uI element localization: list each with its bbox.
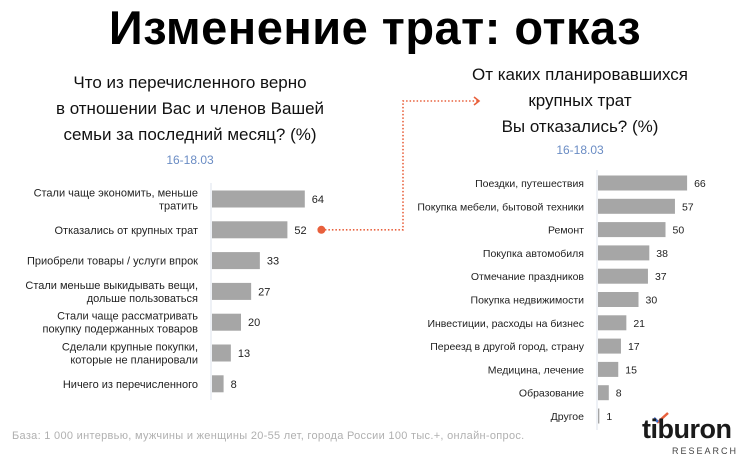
bar (212, 252, 260, 270)
value-label: 50 (673, 225, 685, 237)
bar (598, 385, 609, 401)
category-label: Покупка недвижимости (471, 295, 585, 307)
value-label: 21 (633, 318, 645, 330)
category-label: Стали чаще рассматривать (57, 311, 198, 323)
value-label: 15 (625, 364, 637, 376)
footnote: База: 1 000 интервью, мужчины и женщины … (12, 430, 525, 442)
logo-wordmark: tiburon (642, 414, 732, 444)
category-label: Покупка автомобиля (483, 248, 584, 260)
right-question-line: крупных трат (528, 91, 632, 110)
value-label: 27 (258, 286, 270, 298)
logo-check-icon (653, 412, 669, 424)
value-label: 66 (694, 178, 706, 190)
bar (598, 245, 650, 261)
left-question-line: семьи за последний месяц? (%) (63, 125, 317, 144)
category-label: Медицина, лечение (488, 364, 584, 376)
value-label: 33 (267, 256, 279, 268)
bar (598, 315, 627, 331)
category-label: Другое (551, 411, 585, 423)
value-label: 20 (248, 317, 260, 329)
value-label: 52 (294, 225, 306, 237)
value-label: 17 (628, 341, 640, 353)
bar (212, 344, 231, 362)
category-label: которые не планировали (70, 355, 198, 367)
value-label: 8 (231, 379, 237, 391)
category-label: покупку подержанных товаров (43, 324, 199, 336)
value-label: 8 (616, 388, 622, 400)
bar (212, 313, 241, 331)
arrow-head-icon (473, 96, 481, 106)
right-chart-date: 16-18.03 (556, 143, 604, 157)
value-label: 1 (606, 411, 612, 423)
bar (598, 361, 619, 377)
category-label: Образование (519, 388, 584, 400)
bar (212, 190, 305, 208)
left-chart-date: 16-18.03 (166, 153, 214, 167)
category-label: Отмечание праздников (471, 271, 585, 283)
value-label: 37 (655, 271, 667, 283)
logo-subtitle: RESEARCH (672, 446, 739, 456)
bar (598, 338, 621, 354)
category-label: Стали меньше выкидывать вещи, (25, 280, 198, 292)
tiburon-logo: tiburon RESEARCH (632, 412, 742, 458)
page-title: Изменение трат: отказ (108, 1, 642, 54)
bar (598, 175, 688, 191)
bar (598, 292, 639, 307)
category-label: Стали чаще экономить, меньше (34, 188, 198, 200)
left-question-line: в отношении Вас и членов Вашей (55, 99, 325, 118)
right-question-line: Вы отказались? (%) (501, 117, 659, 136)
left-question-line: Что из перечисленного верно (73, 73, 307, 92)
category-label: Переезд в другой город, страну (430, 341, 585, 353)
category-label: Ремонт (548, 225, 584, 237)
category-label: Сделали крупные покупки, (62, 342, 198, 354)
left-chart-question: Что из перечисленного верно в отношении … (40, 70, 340, 148)
right-chart-question: От каких планировавшихся крупных трат Вы… (430, 62, 730, 140)
right-question-line: От каких планировавшихся (471, 65, 688, 84)
bar (598, 198, 675, 214)
value-label: 30 (646, 295, 658, 307)
category-label: Инвестиции, расходы на бизнес (427, 318, 584, 330)
bar (598, 408, 600, 424)
value-label: 13 (238, 348, 250, 360)
value-label: 38 (656, 248, 668, 260)
value-label: 64 (312, 194, 324, 206)
category-label: Приобрели товары / услуги впрок (27, 256, 198, 268)
category-label: тратить (159, 201, 198, 213)
category-label: Отказались от крупных трат (55, 225, 199, 237)
bar (212, 375, 224, 393)
bar (598, 268, 648, 284)
bar (212, 282, 252, 300)
category-label: Покупка мебели, бытовой техники (417, 201, 584, 213)
category-label: Ничего из перечисленного (63, 379, 198, 391)
category-label: Поездки, путешествия (475, 178, 584, 190)
bar (598, 222, 666, 238)
category-label: дольше пользоваться (87, 293, 198, 305)
value-label: 57 (682, 201, 694, 213)
bar (212, 221, 288, 239)
